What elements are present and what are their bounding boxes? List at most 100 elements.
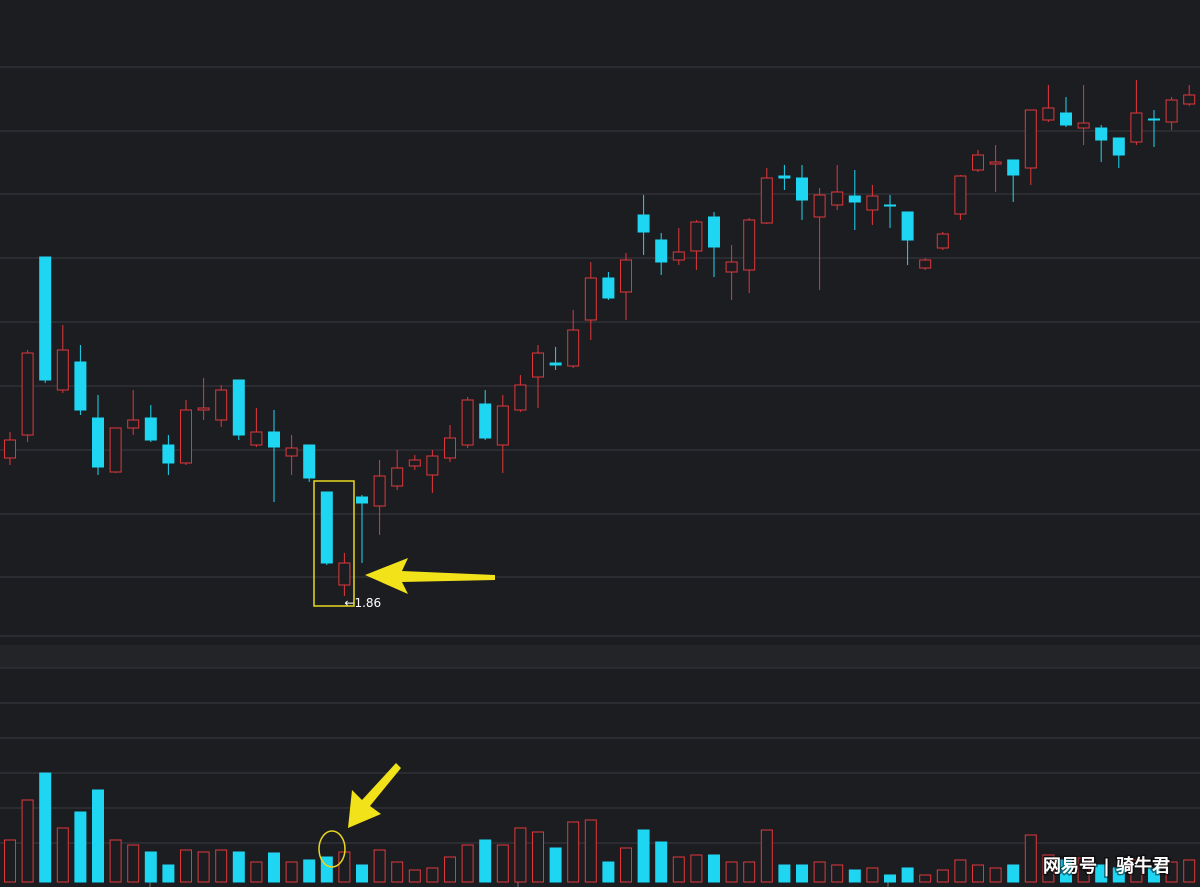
candle-body: [127, 419, 140, 429]
volume-bar: [831, 864, 844, 883]
candle-body: [936, 233, 949, 249]
candle-body: [567, 329, 580, 367]
candle-body: [549, 362, 562, 366]
volume-bar: [74, 811, 87, 883]
volume-bar: [620, 847, 632, 883]
volume-bar: [479, 839, 492, 883]
candle-body: [285, 447, 298, 457]
candle-body: [180, 409, 192, 464]
candle-body: [338, 562, 351, 586]
candle-body: [4, 439, 16, 459]
candle-body: [1112, 137, 1125, 156]
candle-body: [1007, 159, 1020, 176]
volume-bar: [796, 864, 808, 883]
candle-body: [162, 444, 175, 464]
volume-bar: [92, 789, 104, 883]
volume-bar: [320, 856, 333, 883]
volume-bar: [303, 859, 316, 883]
candle-body: [1130, 112, 1143, 143]
candle-body: [1077, 122, 1090, 129]
volume-bar: [39, 772, 52, 883]
candle-body: [954, 175, 967, 215]
volume-bar: [180, 849, 192, 883]
candle-body: [796, 177, 808, 201]
volume-bar: [285, 861, 298, 883]
candle-body: [250, 431, 263, 446]
arrow: [365, 558, 495, 594]
candle-body: [919, 259, 932, 269]
candle-body: [848, 195, 861, 203]
volume-bar: [1148, 867, 1160, 883]
volume-bar: [144, 851, 157, 883]
volume-bar: [989, 867, 1002, 883]
candle-body: [672, 251, 685, 261]
volume-bar: [1060, 859, 1072, 883]
volume-bar: [637, 829, 650, 883]
candle-body: [373, 475, 386, 507]
candle-body: [532, 352, 544, 378]
candle-body: [496, 405, 509, 446]
marks: [4, 80, 1196, 883]
candle-body: [215, 389, 228, 421]
candle-body: [813, 194, 826, 218]
candle-body: [725, 261, 738, 273]
candle-body: [74, 361, 87, 411]
volume-bar: [549, 847, 562, 883]
candle-body: [884, 204, 896, 207]
volume-bar: [4, 839, 16, 883]
watermark: 网易号 | 骑牛君: [1043, 855, 1170, 877]
candle-body: [444, 437, 456, 459]
volume-bar: [127, 844, 140, 883]
volume-bar: [1007, 864, 1020, 883]
volume-bar: [426, 867, 439, 883]
volume-bar: [1024, 834, 1037, 883]
volume-bar: [356, 864, 368, 883]
volume-bar: [532, 831, 544, 883]
volume-bar: [919, 874, 932, 883]
candle-body: [1042, 107, 1055, 121]
volume-bar: [866, 867, 879, 883]
volume-bar: [602, 861, 615, 883]
candle-body: [620, 259, 632, 293]
candle-body: [1165, 99, 1178, 123]
volume-bar: [901, 867, 914, 883]
volume-bar: [813, 861, 826, 883]
candle-body: [1095, 127, 1108, 141]
volume-bar: [250, 861, 263, 883]
candle-body: [320, 491, 333, 564]
candle-body: [56, 349, 69, 391]
volume-bar: [1165, 861, 1178, 883]
highlight-circle: [318, 830, 346, 868]
volume-bar: [162, 864, 175, 883]
candle-body: [232, 379, 245, 436]
low-label: ←1.86: [344, 596, 381, 610]
volume-bar: [708, 854, 720, 883]
candle-body: [356, 496, 368, 504]
candle-body: [778, 175, 791, 179]
volume-bar: [268, 852, 280, 883]
volume-bar: [1042, 854, 1055, 883]
candle-body: [760, 177, 773, 224]
volume-bar: [743, 861, 756, 883]
volume-bar: [1077, 857, 1090, 883]
volume-bar: [1112, 867, 1125, 883]
candle-body: [303, 444, 316, 479]
candle-body: [109, 427, 122, 473]
volume-bar: [1183, 859, 1196, 883]
candle-body: [690, 221, 703, 252]
volume-bar: [1130, 859, 1143, 883]
candle-body: [408, 459, 421, 467]
candle-body: [1024, 109, 1037, 169]
volume-bar: [672, 856, 685, 883]
volume-bar: [444, 856, 456, 883]
candle-body: [901, 211, 914, 241]
volume-bar: [461, 844, 474, 883]
candle-body: [21, 352, 34, 436]
volume-bar: [232, 851, 245, 883]
volume-bar: [373, 849, 386, 883]
candle-body: [1148, 118, 1160, 121]
candle-body: [479, 403, 492, 439]
candle-body: [426, 455, 439, 476]
volume-bar: [848, 869, 861, 883]
